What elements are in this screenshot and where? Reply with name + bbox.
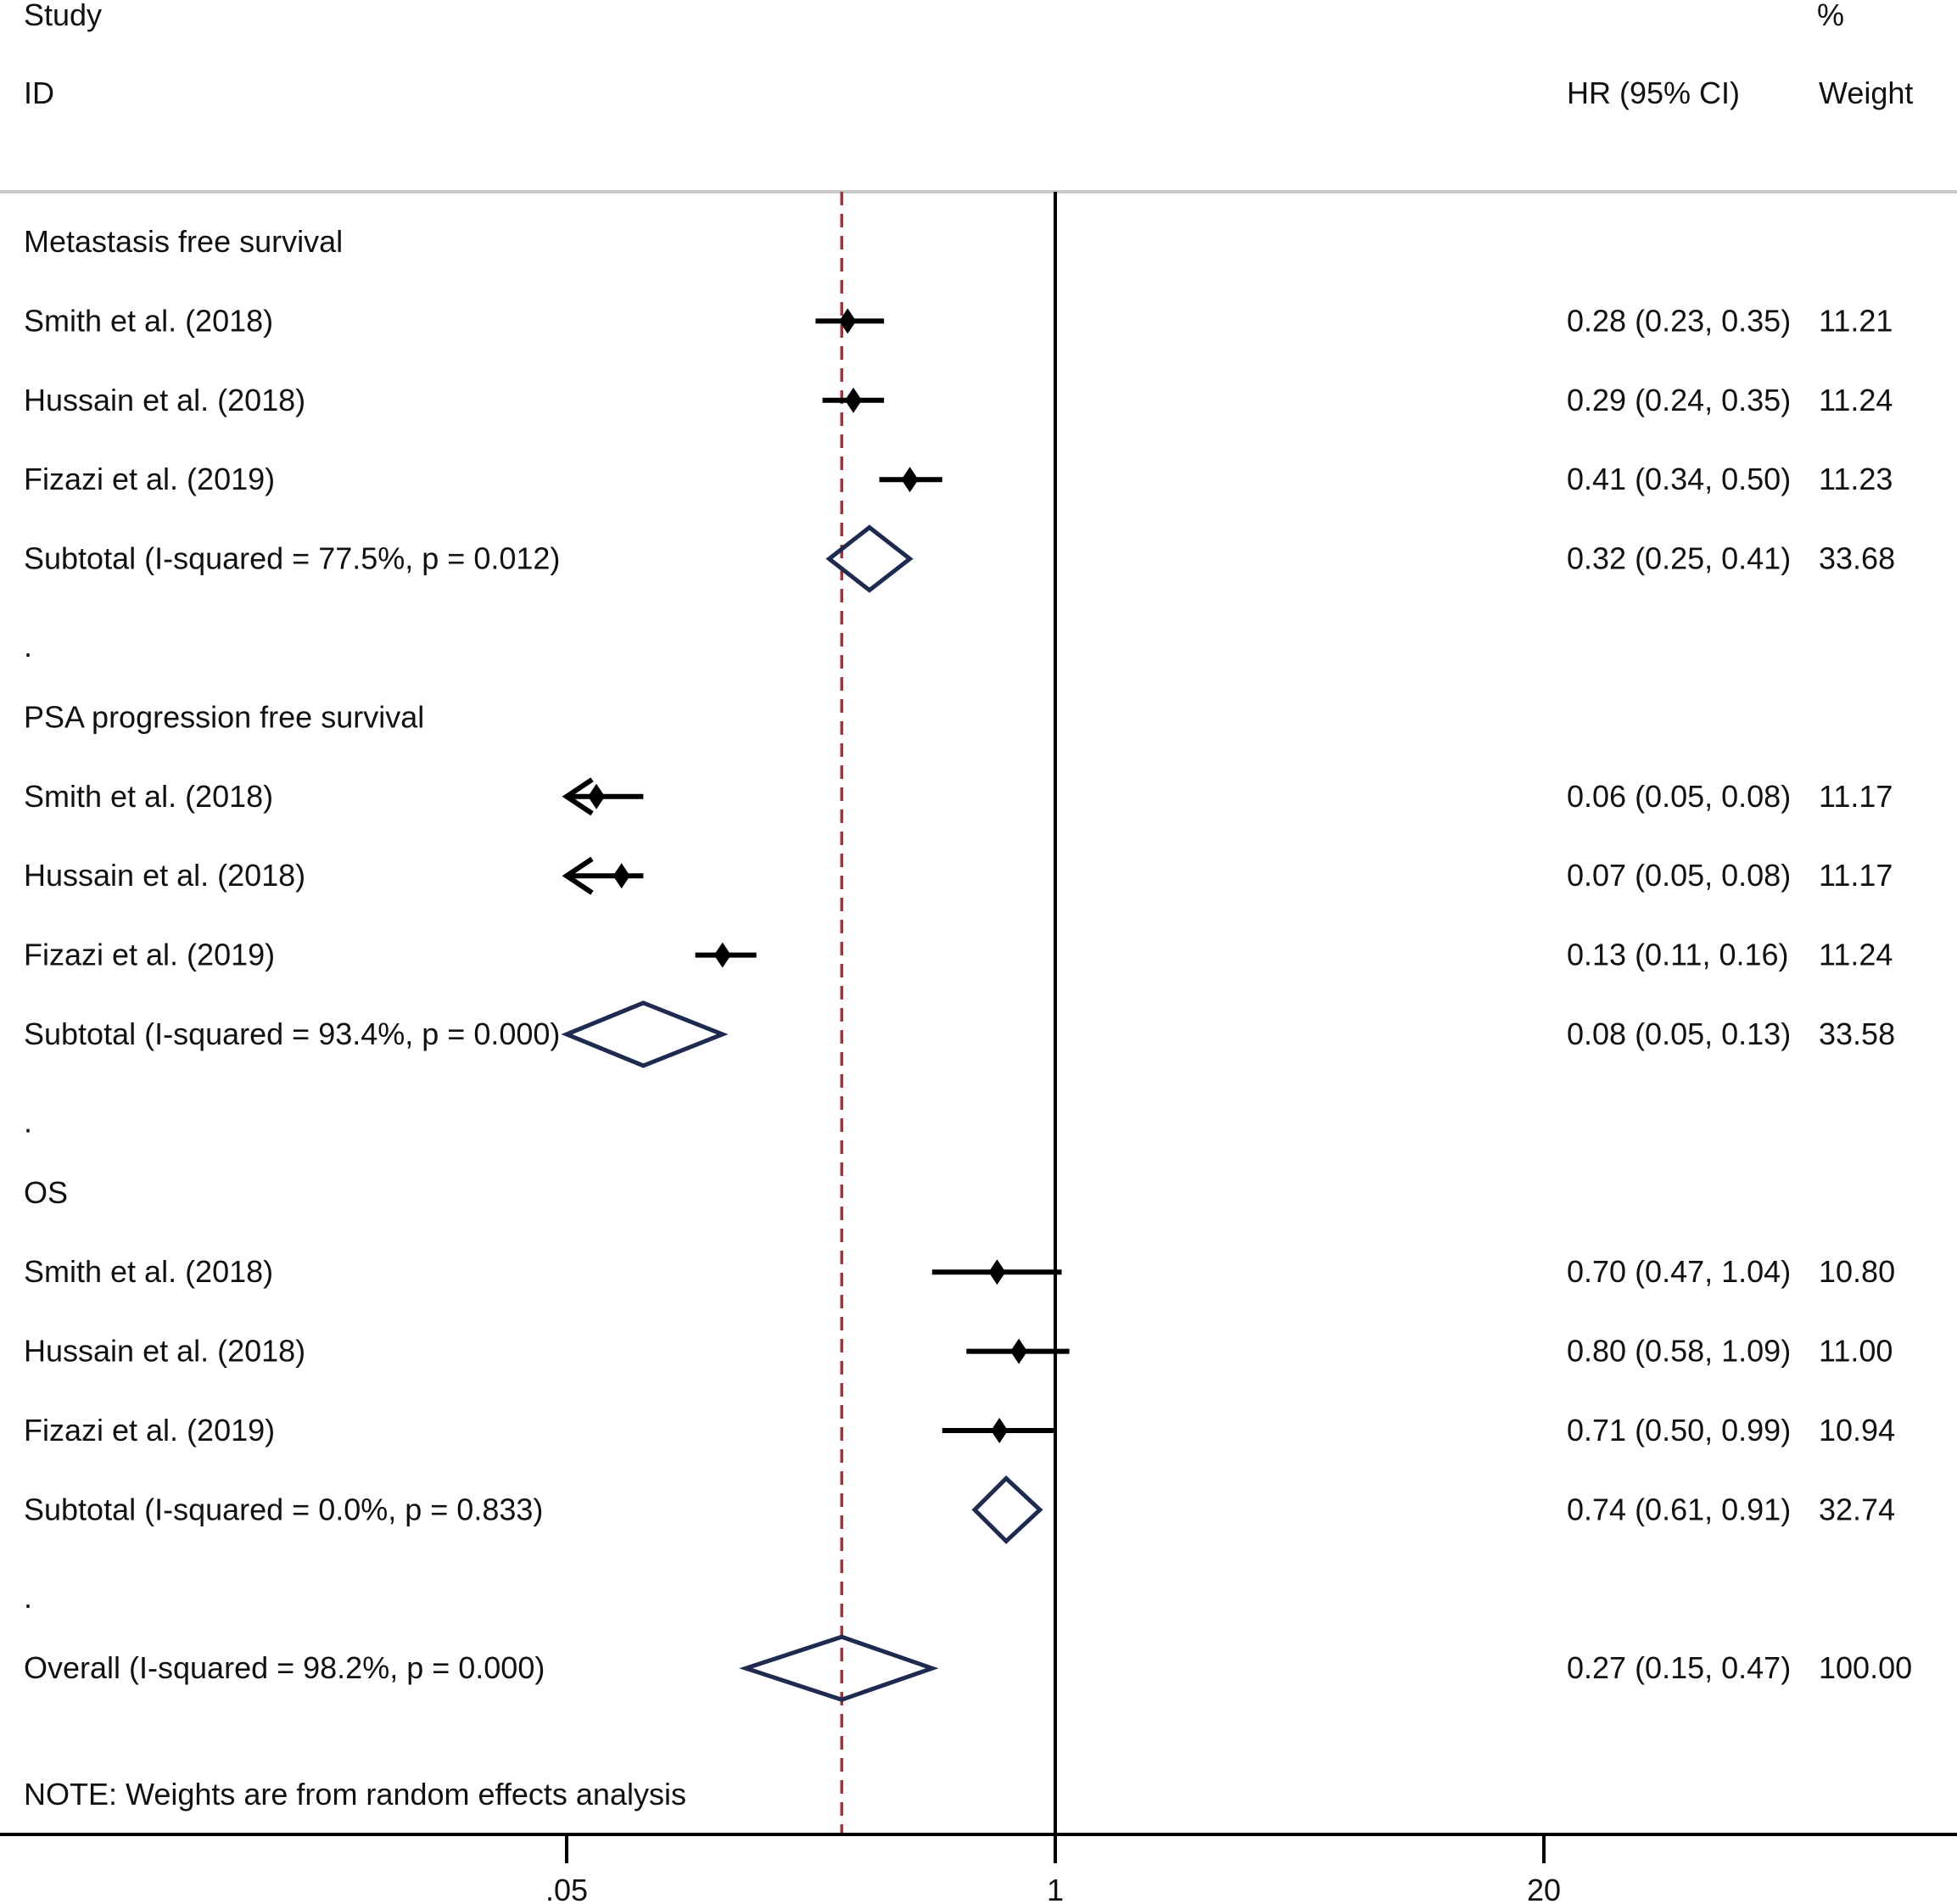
subtotal-label: Subtotal (I-squared = 0.0%, p = 0.833) [24,1492,543,1526]
overall-diamond [739,1634,939,1702]
forest-row-subtotal: Subtotal (I-squared = 93.4%, p = 0.000) 0… [24,1000,1895,1068]
point-estimate-marker [612,863,630,889]
point-estimate-marker [839,308,857,334]
group-label: Metastasis free survival [24,224,343,259]
forest-row-spacer: . [24,629,32,664]
forest-row-spacer: . [24,1580,32,1615]
point-estimate-marker [991,1418,1009,1443]
hr-ci-value: 0.41 (0.34, 0.50) [1567,462,1791,496]
weight-value: 10.80 [1819,1254,1895,1289]
subtotal-diamond [561,1000,729,1068]
hr-ci-value: 0.06 (0.05, 0.08) [1567,779,1791,814]
study-label: Fizazi et al. (2019) [24,1413,275,1448]
weight-value: 33.58 [1819,1016,1895,1051]
hr-ci-value: 0.71 (0.50, 0.99) [1567,1413,1791,1448]
weight-value: 11.24 [1819,383,1893,417]
forest-row-study: Fizazi et al. (2019) 0.13 (0.11, 0.16) 11.… [24,938,1893,972]
forest-rows: Metastasis free survival Smith et al. (20… [24,224,1912,1702]
hr-ci-value: 0.28 (0.23, 0.35) [1567,303,1791,338]
study-label: Hussain et al. (2018) [24,383,305,417]
spacer-label: . [24,1104,32,1139]
overall-label: Overall (I-squared = 98.2%, p = 0.000) [24,1650,545,1685]
point-estimate-marker [1010,1338,1028,1364]
forest-row-study: Hussain et al. (2018) 0.07 (0.05, 0.08) 11… [24,856,1893,895]
point-estimate-marker [844,387,862,413]
subtotal-label: Subtotal (I-squared = 77.5%, p = 0.012) [24,541,560,576]
hr-ci-value: 0.32 (0.25, 0.41) [1567,541,1791,576]
forest-row-group: Metastasis free survival [24,224,343,259]
forest-row-overall: Overall (I-squared = 98.2%, p = 0.000) 0.… [24,1634,1912,1702]
forest-row-spacer: . [24,1104,32,1139]
spacer-label: . [24,629,32,664]
study-label: Smith et al. (2018) [24,303,273,338]
forest-row-group: PSA progression free survival [24,699,424,734]
weight-value: 11.24 [1819,938,1893,972]
subtotal-label: Subtotal (I-squared = 93.4%, p = 0.000) [24,1016,560,1051]
header-percent: % [1817,0,1844,32]
forest-row-subtotal: Subtotal (I-squared = 0.0%, p = 0.833) 0.… [24,1475,1895,1544]
group-label: PSA progression free survival [24,699,424,734]
subtotal-diamond [971,1475,1043,1544]
forest-row-study: Smith et al. (2018) 0.28 (0.23, 0.35) 11.2… [24,303,1893,338]
forest-row-study: Hussain et al. (2018) 0.29 (0.24, 0.35) 11… [24,383,1893,417]
hr-ci-value: 0.27 (0.15, 0.47) [1567,1650,1791,1685]
footnote: NOTE: Weights are from random effects an… [24,1777,686,1812]
header-hr: HR (95% CI) [1567,76,1740,110]
ci-truncation-arrow [562,777,594,816]
study-label: Fizazi et al. (2019) [24,462,275,496]
study-label: Fizazi et al. (2019) [24,938,275,972]
study-label: Hussain et al. (2018) [24,1334,305,1369]
weight-value: 11.17 [1819,858,1893,893]
weight-value: 11.00 [1819,1334,1893,1369]
weight-value: 11.21 [1819,303,1893,338]
ci-truncation-arrow [562,856,594,895]
forest-row-study: Smith et al. (2018) 0.06 (0.05, 0.08) 11.1… [24,777,1893,816]
weight-value: 100.00 [1819,1650,1912,1685]
study-label: Smith et al. (2018) [24,779,273,814]
weight-value: 11.17 [1819,779,1893,814]
point-estimate-marker [988,1259,1006,1285]
x-axis-ticks: .05 1 20 [545,1834,1561,1904]
forest-row-study: Fizazi et al. (2019) 0.71 (0.50, 0.99) 10.… [24,1413,1895,1448]
forest-row-group: OS [24,1175,68,1210]
x-tick-label: 20 [1527,1873,1561,1904]
hr-ci-value: 0.13 (0.11, 0.16) [1567,938,1789,972]
weight-value: 11.23 [1819,462,1893,496]
forest-row-study: Hussain et al. (2018) 0.80 (0.58, 1.09) 11… [24,1334,1893,1369]
hr-ci-value: 0.74 (0.61, 0.91) [1567,1492,1791,1526]
group-label: OS [24,1175,68,1210]
hr-ci-value: 0.29 (0.24, 0.35) [1567,383,1791,417]
header-weight: Weight [1819,76,1913,110]
x-tick-label: 1 [1047,1873,1064,1904]
point-estimate-marker [713,942,731,968]
study-label: Hussain et al. (2018) [24,858,305,893]
weight-value: 32.74 [1819,1492,1895,1526]
weight-value: 33.68 [1819,541,1895,576]
subtotal-diamond [825,524,914,593]
weight-value: 10.94 [1819,1413,1895,1448]
forest-row-study: Smith et al. (2018) 0.70 (0.47, 1.04) 10.8… [24,1254,1895,1289]
hr-ci-value: 0.80 (0.58, 1.09) [1567,1334,1791,1369]
spacer-label: . [24,1580,32,1615]
forest-row-study: Fizazi et al. (2019) 0.41 (0.34, 0.50) 11.… [24,462,1893,496]
x-tick-label: .05 [545,1873,588,1904]
point-estimate-marker [901,467,919,493]
hr-ci-value: 0.70 (0.47, 1.04) [1567,1254,1791,1289]
header-id: ID [24,76,54,110]
forest-row-subtotal: Subtotal (I-squared = 77.5%, p = 0.012) 0… [24,524,1895,593]
header-study: Study [24,0,102,32]
hr-ci-value: 0.08 (0.05, 0.13) [1567,1016,1791,1051]
hr-ci-value: 0.07 (0.05, 0.08) [1567,858,1791,893]
point-estimate-marker [588,783,606,809]
study-label: Smith et al. (2018) [24,1254,273,1289]
